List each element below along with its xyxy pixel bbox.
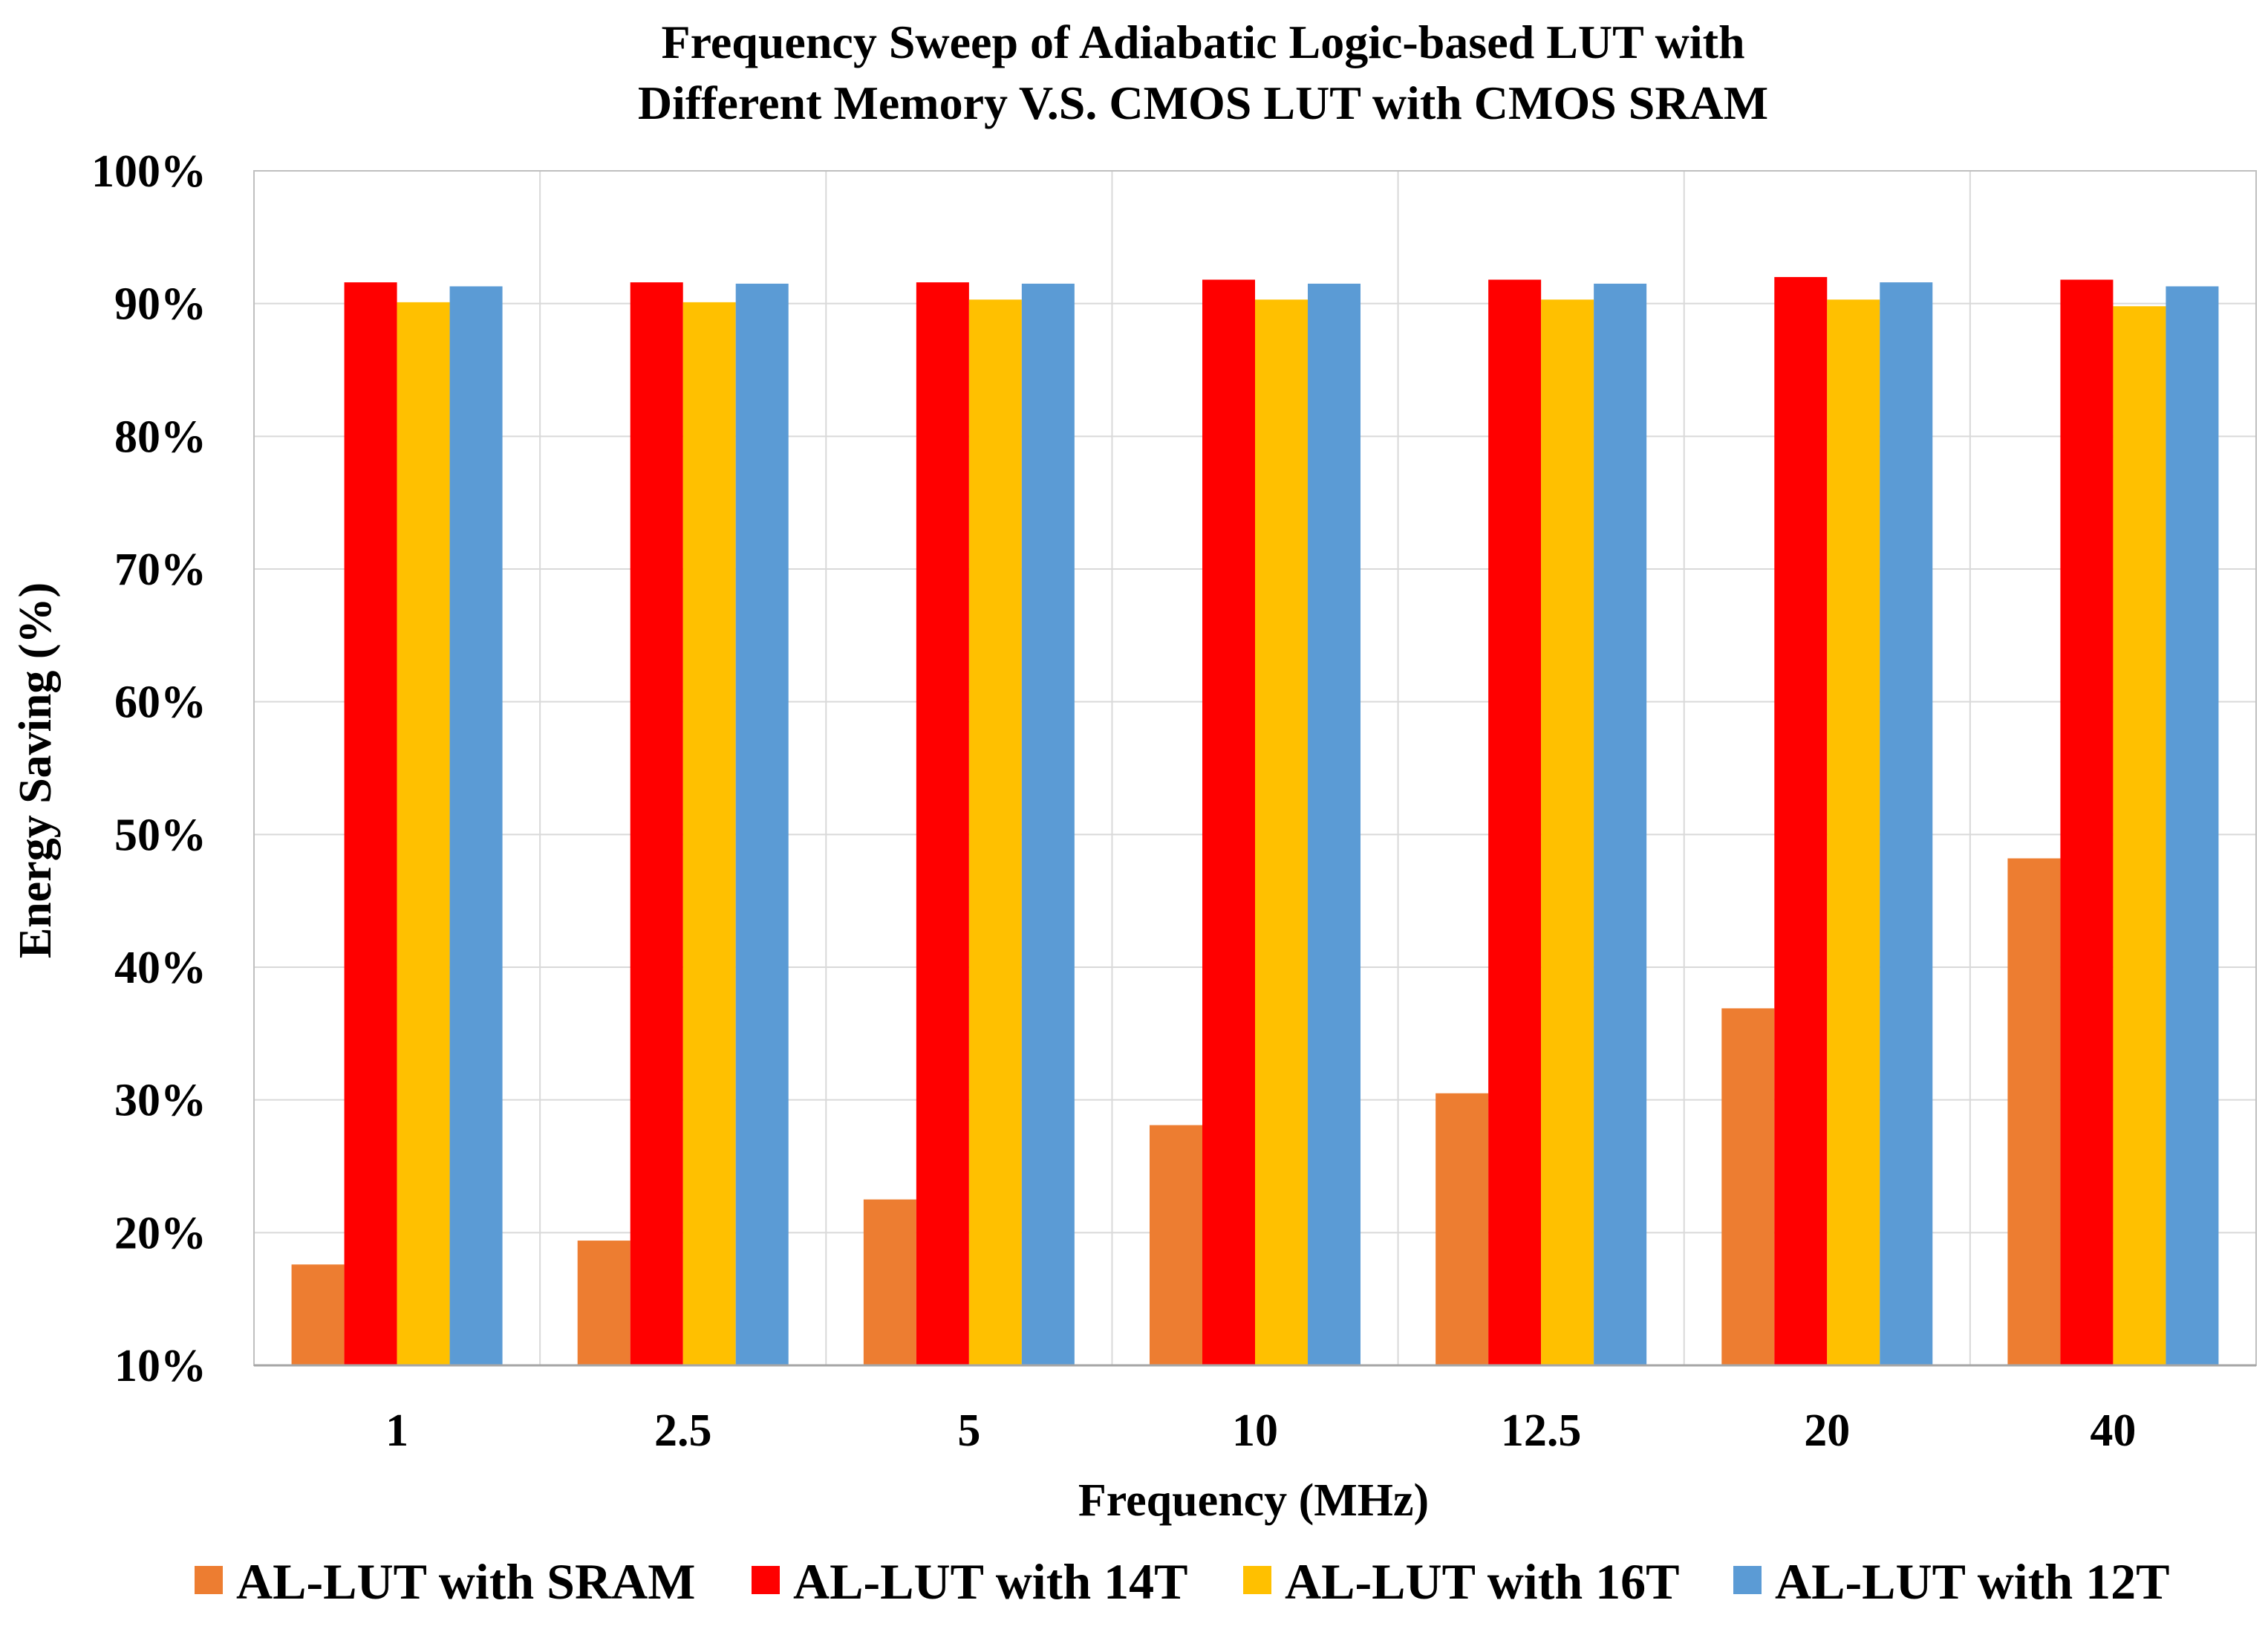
bar-al-lut-with-14t-12-5 xyxy=(1488,279,1542,1366)
y-tick-label: 80% xyxy=(114,412,206,462)
x-tick-label: 10 xyxy=(1232,1405,1278,1456)
bar-al-lut-with-sram-12-5 xyxy=(1436,1093,1489,1365)
y-tick-label: 40% xyxy=(114,943,206,993)
bar-al-lut-with-16t-10 xyxy=(1255,299,1308,1366)
chart-title: Frequency Sweep of Adiabatic Logic-based… xyxy=(638,16,1768,129)
bars xyxy=(291,276,2219,1366)
bar-al-lut-with-sram-20 xyxy=(1721,1008,1775,1365)
bar-al-lut-with-16t-20 xyxy=(1827,299,1880,1366)
x-tick-label: 2.5 xyxy=(654,1405,712,1456)
y-tick-label: 70% xyxy=(114,545,206,595)
bar-al-lut-with-12t-5 xyxy=(1021,283,1075,1365)
bar-al-lut-with-12t-40 xyxy=(2166,286,2219,1366)
legend-label: AL-LUT with 12T xyxy=(1775,1553,2170,1610)
bar-al-lut-with-sram-5 xyxy=(863,1199,916,1365)
axes xyxy=(253,170,2257,1367)
chart-title-line-1: Frequency Sweep of Adiabatic Logic-based… xyxy=(661,16,1744,68)
legend-label: AL-LUT with 14T xyxy=(793,1553,1188,1610)
chart-title-line-2: Different Memory V.S. CMOS LUT with CMOS… xyxy=(638,77,1768,129)
legend-label: AL-LUT with 16T xyxy=(1285,1553,1680,1610)
bar-al-lut-with-16t-12-5 xyxy=(1541,299,1594,1366)
y-axis-tick-labels: 10% 20% 30% 40% 50% 60% 70% 80% 90% 100% xyxy=(91,146,206,1391)
bar-al-lut-with-16t-1 xyxy=(397,302,450,1365)
bar-al-lut-with-14t-2-5 xyxy=(630,282,683,1366)
x-tick-label: 20 xyxy=(1804,1405,1850,1456)
x-tick-label: 40 xyxy=(2090,1405,2136,1456)
x-tick-label: 5 xyxy=(957,1405,980,1456)
bar-al-lut-with-12t-20 xyxy=(1880,282,1933,1366)
y-axis-title: Energy Saving (%) xyxy=(10,582,61,958)
x-tick-label: 12.5 xyxy=(1501,1405,1582,1456)
bar-al-lut-with-14t-10 xyxy=(1202,279,1255,1366)
x-tick-label: 1 xyxy=(385,1405,408,1456)
bar-al-lut-with-sram-40 xyxy=(2007,858,2061,1365)
bar-al-lut-with-12t-12-5 xyxy=(1594,283,1647,1365)
bar-al-lut-with-16t-2-5 xyxy=(682,302,736,1365)
bar-al-lut-with-12t-1 xyxy=(449,286,503,1366)
y-tick-label: 60% xyxy=(114,677,206,728)
bar-al-lut-with-14t-5 xyxy=(916,282,969,1366)
legend-swatch xyxy=(752,1566,780,1594)
bar-al-lut-with-sram-2-5 xyxy=(577,1241,630,1365)
legend-swatch xyxy=(195,1566,223,1594)
bar-al-lut-with-sram-1 xyxy=(291,1264,345,1365)
bar-al-lut-with-14t-20 xyxy=(1774,276,1828,1365)
bar-al-lut-with-14t-40 xyxy=(2060,279,2114,1366)
y-tick-label: 90% xyxy=(114,279,206,330)
y-tick-label: 50% xyxy=(114,810,206,860)
legend-label: AL-LUT with SRAM xyxy=(236,1553,695,1610)
x-axis-title: Frequency (MHz) xyxy=(1078,1475,1429,1526)
x-axis-tick-labels: 1 2.5 5 10 12.5 20 40 xyxy=(385,1405,2136,1456)
bar-al-lut-with-12t-10 xyxy=(1308,283,1361,1365)
legend: AL-LUT with SRAM AL-LUT with 14T AL-LUT wi… xyxy=(195,1553,2170,1610)
y-tick-label: 20% xyxy=(114,1208,206,1258)
bar-al-lut-with-16t-5 xyxy=(968,299,1022,1366)
y-tick-label: 30% xyxy=(114,1076,206,1126)
legend-swatch xyxy=(1243,1566,1271,1594)
bar-al-lut-with-14t-1 xyxy=(344,282,397,1366)
bar-al-lut-with-12t-2-5 xyxy=(735,283,789,1365)
y-tick-label: 10% xyxy=(114,1341,206,1391)
bar-al-lut-with-sram-10 xyxy=(1150,1125,1202,1365)
legend-swatch xyxy=(1733,1566,1762,1594)
y-tick-label: 100% xyxy=(91,146,206,197)
bar-al-lut-with-16t-40 xyxy=(2113,306,2166,1365)
